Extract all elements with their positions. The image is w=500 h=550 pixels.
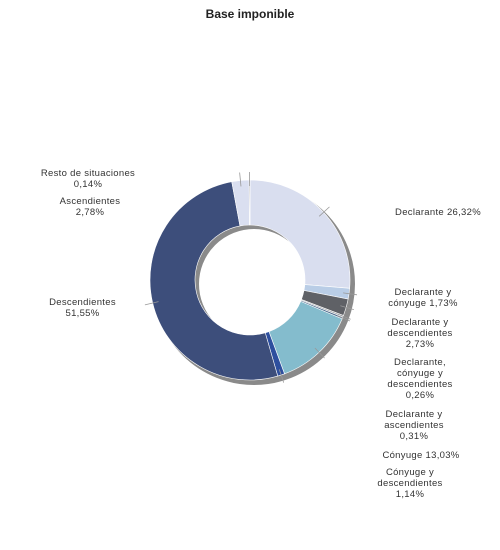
leader-line	[336, 315, 351, 322]
slice	[248, 179, 251, 226]
category-name: Declarante, cónyuge y descendientes	[387, 357, 453, 390]
category-name: Declarante y ascendientes	[384, 409, 444, 431]
leader-line	[239, 172, 242, 187]
chart-title: Base imponible	[205, 7, 295, 21]
slice-label: Declarante 26,32%	[378, 207, 498, 218]
value-label: 51,55%	[65, 308, 100, 319]
category-name: Cónyuge y descendientes	[377, 467, 443, 489]
leader-line	[318, 206, 330, 217]
category-name: Descendientes	[49, 297, 116, 308]
category-name: Cónyuge	[382, 450, 423, 461]
category-name: Declarante y descendientes	[387, 317, 453, 339]
leader-line	[343, 292, 358, 296]
value-label: 2,73%	[405, 339, 435, 350]
slice-label: Cónyuge y descendientes 1,14%	[370, 467, 450, 500]
value-label: 2,78%	[75, 207, 105, 218]
category-name: Declarante	[395, 207, 444, 218]
value-label: 1,14%	[395, 489, 425, 500]
slice-label: Declarante, cónyuge y descendientes 0,26…	[384, 357, 456, 401]
slice-label: Descendientes 51,55%	[40, 297, 125, 319]
slice-label: Declarante y descendientes 2,73%	[384, 317, 456, 350]
leader-line	[337, 313, 351, 320]
value-label: 0,26%	[405, 390, 435, 401]
leader-line	[144, 301, 159, 306]
value-label: 0,14%	[73, 179, 103, 190]
slice	[249, 179, 351, 289]
category-name: Declarante y cónyuge	[388, 287, 452, 309]
value-label: 13,03%	[425, 450, 460, 461]
slice-label: Declarante y ascendientes 0,31%	[378, 409, 450, 442]
leader-line	[278, 369, 285, 383]
category-name: Ascendientes	[59, 196, 121, 207]
leader-line	[340, 305, 354, 310]
value-label: 1,73%	[429, 298, 458, 309]
slice-label: Cónyuge 13,03%	[376, 450, 466, 461]
value-label: 26,32%	[446, 207, 481, 218]
slice-label: Resto de situaciones 0,14%	[38, 168, 138, 190]
slice-label: Declarante y cónyuge 1,73%	[383, 287, 463, 309]
leader-line	[314, 347, 325, 359]
category-name: Resto de situaciones	[40, 168, 136, 179]
slice	[149, 181, 279, 381]
value-label: 0,31%	[399, 431, 429, 442]
slice-label: Ascendientes 2,78%	[55, 196, 125, 218]
